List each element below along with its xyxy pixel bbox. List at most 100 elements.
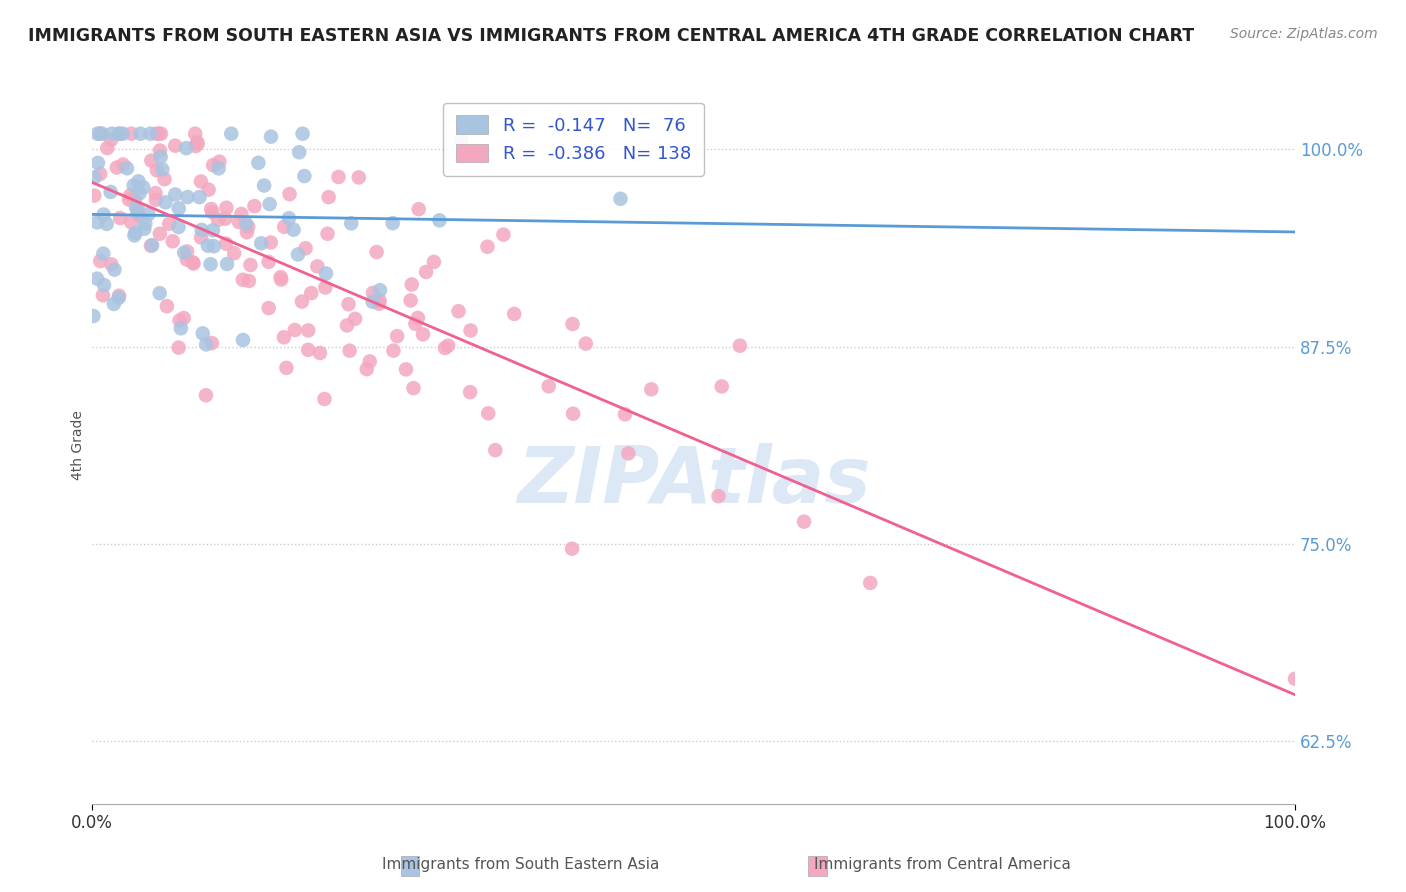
Point bbox=[458, 385, 481, 400]
Point bbox=[169, 313, 191, 327]
Text: IMMIGRANTS FROM SOUTH EASTERN ASIA VS IMMIGRANTS FROM CENTRAL AMERICA 4TH GRADE : IMMIGRANTS FROM SOUTH EASTERN ASIA VS IM… bbox=[28, 27, 1194, 45]
Point bbox=[232, 333, 254, 347]
Point bbox=[145, 193, 167, 207]
Point bbox=[141, 153, 163, 168]
Point bbox=[93, 207, 115, 221]
Point bbox=[118, 193, 141, 207]
Point bbox=[276, 360, 298, 375]
Point bbox=[197, 238, 219, 252]
Text: Immigrants from South Eastern Asia: Immigrants from South Eastern Asia bbox=[381, 857, 659, 872]
Point bbox=[257, 255, 280, 269]
Point bbox=[167, 341, 190, 355]
Point bbox=[141, 238, 163, 252]
Point bbox=[110, 211, 132, 225]
Point bbox=[128, 186, 150, 201]
Point bbox=[200, 257, 222, 271]
Point bbox=[96, 217, 118, 231]
Point bbox=[150, 162, 173, 177]
Point bbox=[157, 217, 180, 231]
Text: ZIPAtlas: ZIPAtlas bbox=[517, 443, 870, 519]
Point bbox=[231, 207, 253, 221]
Point bbox=[561, 317, 583, 331]
Point bbox=[184, 127, 207, 141]
Point bbox=[477, 406, 499, 420]
Point bbox=[447, 304, 470, 318]
Point bbox=[197, 183, 219, 197]
Point bbox=[247, 156, 270, 170]
Point bbox=[149, 227, 172, 241]
Point bbox=[291, 127, 314, 141]
Point bbox=[273, 219, 295, 234]
Point bbox=[215, 257, 238, 271]
Point bbox=[433, 341, 456, 355]
Point bbox=[292, 169, 315, 183]
Point bbox=[207, 212, 229, 227]
Point bbox=[108, 127, 131, 141]
Point bbox=[270, 270, 292, 285]
Point bbox=[132, 180, 155, 194]
Point bbox=[707, 489, 730, 503]
Point bbox=[134, 217, 156, 231]
Point bbox=[309, 346, 332, 360]
Point bbox=[328, 169, 350, 184]
Point bbox=[294, 241, 316, 255]
Point bbox=[219, 127, 242, 141]
Point bbox=[83, 170, 105, 185]
Point bbox=[214, 211, 236, 226]
Point bbox=[207, 161, 229, 176]
Point bbox=[318, 190, 340, 204]
Point bbox=[167, 202, 190, 216]
Point bbox=[283, 223, 305, 237]
Point bbox=[728, 339, 751, 353]
Point bbox=[640, 382, 662, 396]
Point bbox=[215, 236, 238, 251]
Point bbox=[361, 285, 384, 300]
Point bbox=[181, 255, 204, 269]
Point bbox=[793, 515, 815, 529]
Point bbox=[395, 362, 418, 376]
Point bbox=[314, 280, 336, 294]
Text: Source: ZipAtlas.com: Source: ZipAtlas.com bbox=[1230, 27, 1378, 41]
Point bbox=[260, 129, 283, 144]
Point bbox=[412, 327, 434, 342]
Point bbox=[503, 307, 526, 321]
Point bbox=[89, 167, 111, 181]
Point bbox=[287, 247, 309, 261]
Point bbox=[484, 443, 506, 458]
Point bbox=[224, 246, 246, 260]
Point bbox=[165, 138, 187, 153]
Point bbox=[183, 256, 205, 270]
Point bbox=[228, 215, 250, 229]
Point bbox=[105, 161, 128, 175]
Point bbox=[86, 127, 108, 141]
Point bbox=[368, 297, 391, 311]
Point bbox=[344, 311, 367, 326]
Legend: R =  -0.147   N=  76, R =  -0.386   N= 138: R = -0.147 N= 76, R = -0.386 N= 138 bbox=[443, 103, 703, 176]
Point bbox=[176, 190, 198, 204]
Point bbox=[86, 271, 108, 285]
Point bbox=[188, 190, 211, 204]
Point bbox=[404, 317, 426, 331]
Point bbox=[385, 329, 408, 343]
Point bbox=[238, 219, 260, 234]
Point bbox=[190, 230, 212, 244]
Point bbox=[120, 127, 142, 141]
Point bbox=[381, 216, 404, 230]
Point bbox=[235, 217, 257, 231]
Point bbox=[299, 286, 322, 301]
Point bbox=[139, 239, 162, 253]
Point bbox=[101, 127, 124, 141]
Point bbox=[408, 202, 430, 217]
Point bbox=[89, 127, 111, 141]
Point bbox=[190, 174, 212, 188]
Point bbox=[437, 339, 460, 353]
Point bbox=[108, 127, 131, 141]
Point bbox=[307, 260, 329, 274]
Point bbox=[450, 132, 472, 146]
Text: Immigrants from Central America: Immigrants from Central America bbox=[814, 857, 1070, 872]
Point bbox=[368, 293, 391, 308]
Point bbox=[190, 223, 212, 237]
Point bbox=[187, 136, 209, 151]
Point bbox=[195, 337, 218, 351]
Point bbox=[115, 161, 138, 176]
